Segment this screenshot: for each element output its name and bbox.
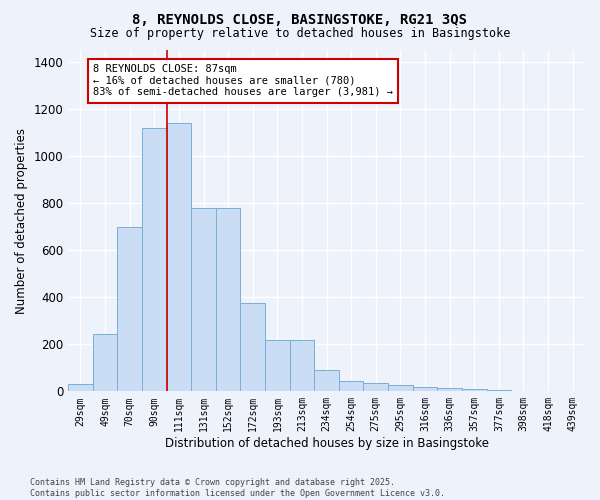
Bar: [462, 389, 487, 392]
Text: 8 REYNOLDS CLOSE: 87sqm
← 16% of detached houses are smaller (780)
83% of semi-d: 8 REYNOLDS CLOSE: 87sqm ← 16% of detache…: [93, 64, 393, 98]
Bar: [216, 208, 241, 392]
Bar: [68, 384, 93, 392]
Bar: [290, 340, 314, 392]
Bar: [191, 208, 216, 392]
Bar: [487, 390, 511, 392]
Bar: [364, 383, 388, 392]
Bar: [437, 388, 462, 392]
Bar: [413, 386, 437, 392]
Bar: [142, 128, 167, 392]
Bar: [167, 123, 191, 392]
Bar: [314, 370, 339, 392]
Text: Contains HM Land Registry data © Crown copyright and database right 2025.
Contai: Contains HM Land Registry data © Crown c…: [30, 478, 445, 498]
X-axis label: Distribution of detached houses by size in Basingstoke: Distribution of detached houses by size …: [164, 437, 488, 450]
Bar: [536, 390, 560, 392]
Bar: [93, 334, 118, 392]
Text: Size of property relative to detached houses in Basingstoke: Size of property relative to detached ho…: [90, 26, 510, 40]
Bar: [265, 340, 290, 392]
Bar: [339, 380, 364, 392]
Bar: [118, 226, 142, 392]
Y-axis label: Number of detached properties: Number of detached properties: [15, 128, 28, 314]
Bar: [388, 386, 413, 392]
Text: 8, REYNOLDS CLOSE, BASINGSTOKE, RG21 3QS: 8, REYNOLDS CLOSE, BASINGSTOKE, RG21 3QS: [133, 12, 467, 26]
Bar: [241, 303, 265, 392]
